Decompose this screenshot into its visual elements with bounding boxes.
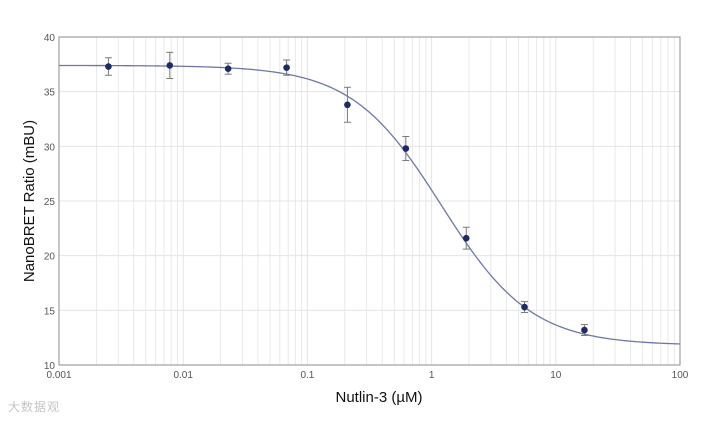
plot-border — [58, 36, 681, 366]
y-tick-label: 25 — [44, 197, 56, 208]
data-point — [402, 145, 410, 152]
x-tick-label: 10 — [550, 370, 562, 381]
y-axis-ticks: 10 15 20 25 30 35 40 — [44, 33, 56, 372]
data-point — [224, 65, 232, 73]
data-point — [344, 101, 351, 109]
y-tick-label: 40 — [44, 33, 56, 44]
x-axis-label: Nutlin-3 (µM) — [336, 389, 423, 406]
y-tick-label: 35 — [44, 88, 56, 99]
y-tick-label: 15 — [44, 306, 56, 317]
x-axis-ticks: 0.001 0.01 0.1 1 10 100 — [46, 370, 688, 381]
fit-curve — [58, 64, 681, 345]
data-point — [105, 63, 112, 70]
grid-lines — [58, 36, 680, 366]
y-tick-label: 20 — [44, 252, 56, 263]
y-axis-label: NanoBRET Ratio (mBU) — [21, 120, 38, 282]
x-tick-label: 0.01 — [173, 370, 193, 381]
watermark: 大数据观 — [8, 400, 61, 414]
y-tick-label: 30 — [44, 142, 56, 153]
data-point — [581, 326, 588, 334]
x-tick-label: 100 — [672, 370, 689, 381]
data-point — [166, 62, 174, 69]
x-tick-label: 1 — [429, 370, 435, 381]
x-tick-label: 0.001 — [46, 370, 71, 381]
x-tick-label: 0.1 — [300, 370, 314, 381]
data-points — [105, 62, 588, 334]
y-tick-label: 10 — [44, 361, 56, 372]
data-point — [521, 303, 528, 311]
data-point — [283, 64, 290, 71]
data-point — [462, 234, 470, 242]
